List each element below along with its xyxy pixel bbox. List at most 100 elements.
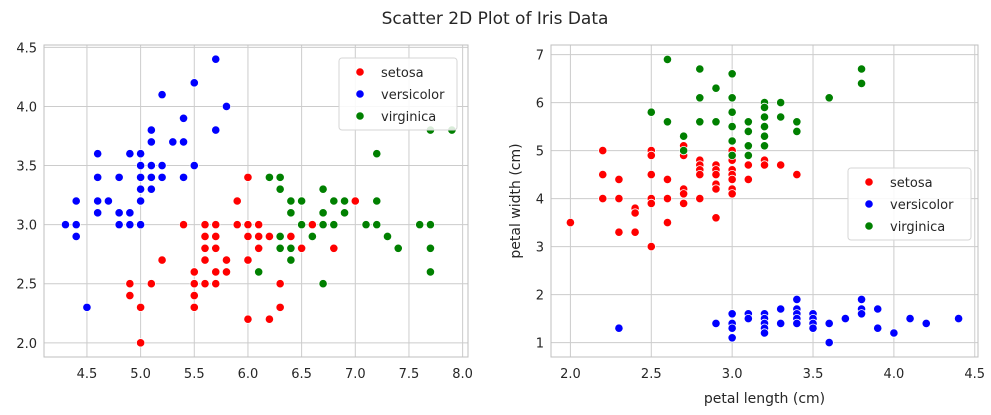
point-versicolor	[211, 54, 221, 64]
point-virginica	[286, 255, 296, 265]
point-setosa	[125, 290, 135, 301]
point-virginica	[759, 131, 770, 141]
point-virginica	[318, 208, 328, 218]
x-tick-label: 7.5	[399, 367, 420, 382]
point-setosa	[211, 231, 221, 242]
point-virginica	[727, 136, 737, 146]
point-setosa	[221, 267, 232, 277]
point-versicolor	[136, 184, 146, 194]
point-versicolor	[221, 101, 232, 112]
point-setosa	[598, 146, 608, 156]
point-setosa	[211, 267, 221, 277]
point-setosa	[200, 243, 210, 253]
point-versicolor	[776, 318, 786, 328]
point-setosa	[727, 174, 737, 184]
point-setosa	[565, 218, 576, 228]
legend-marker-setosa	[355, 67, 365, 77]
point-virginica	[759, 141, 770, 151]
point-versicolor	[114, 220, 124, 230]
point-virginica	[679, 146, 689, 156]
y-tick-label: 2.5	[16, 278, 37, 293]
point-virginica	[254, 267, 264, 277]
point-virginica	[297, 220, 307, 230]
point-setosa	[200, 279, 210, 289]
point-virginica	[372, 220, 382, 230]
point-virginica	[727, 69, 737, 79]
point-versicolor	[856, 294, 867, 304]
point-virginica	[307, 231, 317, 242]
point-versicolor	[146, 137, 156, 147]
legend-box	[338, 57, 458, 131]
point-virginica	[286, 208, 296, 218]
point-virginica	[662, 117, 673, 127]
point-versicolor	[824, 337, 834, 348]
point-virginica	[275, 231, 285, 242]
point-setosa	[662, 174, 673, 184]
point-versicolor	[189, 78, 199, 88]
point-versicolor	[776, 304, 786, 314]
point-versicolor	[856, 309, 867, 319]
point-virginica	[329, 196, 339, 206]
point-virginica	[743, 150, 753, 160]
point-versicolor	[125, 220, 135, 230]
x-tick-label: 3.5	[803, 367, 824, 382]
x-axis-label: petal length (cm)	[704, 391, 825, 407]
point-versicolor	[157, 90, 167, 100]
point-virginica	[727, 107, 737, 117]
point-versicolor	[727, 333, 737, 343]
y-tick-label: 7	[536, 49, 544, 64]
point-versicolor	[792, 318, 802, 328]
point-virginica	[792, 126, 802, 136]
point-versicolor	[82, 302, 92, 312]
x-tick-label: 5.5	[184, 367, 205, 382]
point-virginica	[318, 184, 328, 194]
point-versicolor	[93, 208, 103, 218]
point-setosa	[630, 227, 640, 237]
point-versicolor	[146, 184, 156, 194]
point-setosa	[646, 170, 656, 180]
point-versicolor	[727, 323, 737, 333]
x-tick-label: 6.0	[238, 367, 259, 382]
series-setosa	[565, 141, 802, 252]
point-versicolor	[93, 172, 103, 182]
legend: setosa versicolor virginica	[847, 167, 972, 241]
point-setosa	[662, 218, 673, 228]
y-tick-label: 6	[536, 97, 544, 112]
point-versicolor	[953, 313, 964, 324]
point-setosa	[646, 198, 656, 208]
point-setosa	[350, 196, 360, 206]
point-virginica	[727, 93, 737, 103]
legend-label-setosa: setosa	[381, 66, 424, 81]
point-setosa	[189, 302, 199, 312]
point-setosa	[146, 279, 156, 289]
y-tick-label: 3	[536, 241, 544, 256]
point-versicolor	[103, 196, 114, 206]
point-virginica	[743, 126, 753, 136]
point-virginica	[776, 112, 786, 122]
point-setosa	[232, 220, 242, 230]
point-versicolor	[157, 172, 167, 182]
y-tick-label: 2.0	[16, 337, 37, 352]
point-setosa	[646, 150, 656, 160]
point-versicolor	[136, 149, 146, 159]
y-axis-label: petal width (cm)	[508, 143, 524, 258]
point-setosa	[264, 231, 275, 242]
legend-label-virginica: virginica	[381, 110, 436, 125]
y-tick-label: 1	[536, 337, 544, 352]
point-versicolor	[146, 125, 156, 135]
x-tick-label: 7.0	[345, 367, 366, 382]
y-tick-label: 2	[536, 289, 544, 304]
point-setosa	[286, 231, 296, 242]
point-virginica	[372, 196, 382, 206]
x-tick-label: 4.5	[77, 367, 98, 382]
point-virginica	[695, 93, 705, 103]
legend-label-versicolor: versicolor	[381, 88, 445, 103]
point-versicolor	[889, 328, 899, 338]
point-virginica	[415, 220, 425, 230]
left-scatter-plot: 4.5 5.0 5.5 6.0 6.5 7.0 7.5 8.0 2.0 2.5 3.0 3.5 4.0 4…	[16, 41, 473, 382]
point-setosa	[189, 279, 199, 289]
point-setosa	[243, 314, 253, 324]
point-setosa	[695, 170, 705, 180]
point-virginica	[275, 172, 285, 182]
point-setosa	[189, 267, 199, 277]
